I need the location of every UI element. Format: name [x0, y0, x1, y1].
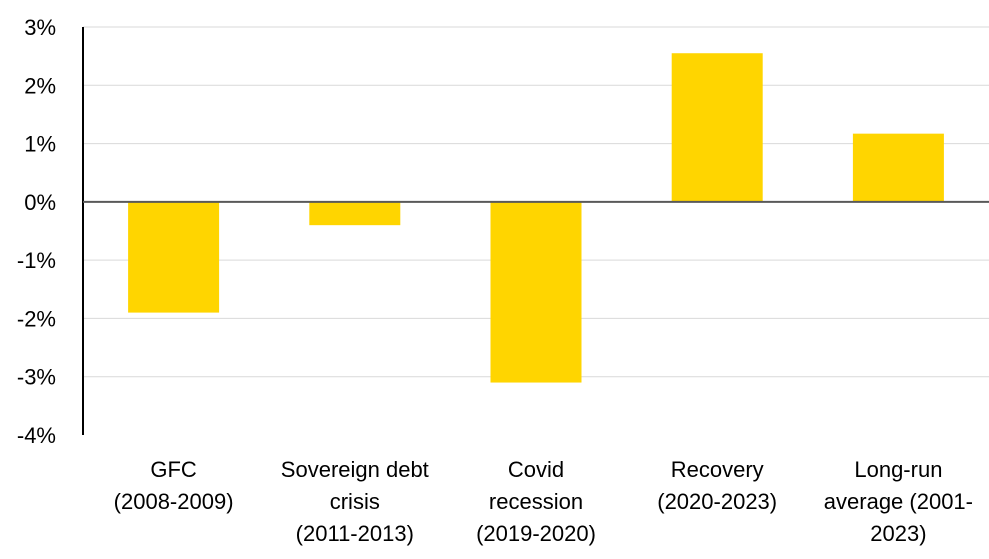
x-category-label-line: Recovery [671, 457, 764, 482]
bars [128, 53, 944, 383]
x-category-label-line: average (2001- [824, 489, 973, 514]
x-category-label-line: (2020-2023) [657, 489, 777, 514]
x-category-label: Long-run average (2001- 2023) [824, 457, 973, 546]
x-category-label: Recovery (2020-2023) [657, 457, 777, 514]
x-category-label-line: 2023) [870, 521, 926, 546]
y-tick-label: -1% [17, 248, 56, 273]
y-tick-label: -4% [17, 423, 56, 448]
x-category-label-line: crisis [330, 489, 380, 514]
x-category-label-line: (2011-2013) [296, 521, 414, 546]
y-tick-label: 3% [24, 15, 56, 40]
y-tick-label: -2% [17, 306, 56, 331]
y-tick-labels: 3% 2% 1% 0% -1% -2% -3% -4% [17, 15, 56, 448]
bar [490, 201, 582, 383]
y-tick-label: 1% [24, 132, 56, 157]
y-tick-label: 2% [24, 73, 56, 98]
x-category-labels: GFC (2008-2009) Sovereign debt crisis (2011-… [114, 457, 973, 546]
y-tick-label: 0% [24, 190, 56, 215]
y-tick-label: -3% [17, 365, 56, 390]
x-category-label-line: GFC [150, 457, 197, 482]
axes [82, 27, 989, 435]
x-category-label-line: (2008-2009) [114, 489, 234, 514]
bar [852, 133, 944, 202]
x-category-label-line: Covid [508, 457, 564, 482]
x-category-label: Covid recession (2019-2020) [476, 457, 596, 546]
x-category-label: Sovereign debt crisis (2011-2013) [281, 457, 429, 546]
x-category-label-line: recession [489, 489, 583, 514]
bar [128, 201, 220, 313]
x-category-label-line: Long-run [854, 457, 942, 482]
x-category-label-line: (2019-2020) [476, 521, 596, 546]
x-category-label: GFC (2008-2009) [114, 457, 234, 514]
bar [671, 53, 763, 202]
x-category-label-line: Sovereign debt [281, 457, 429, 482]
bar [309, 201, 401, 226]
